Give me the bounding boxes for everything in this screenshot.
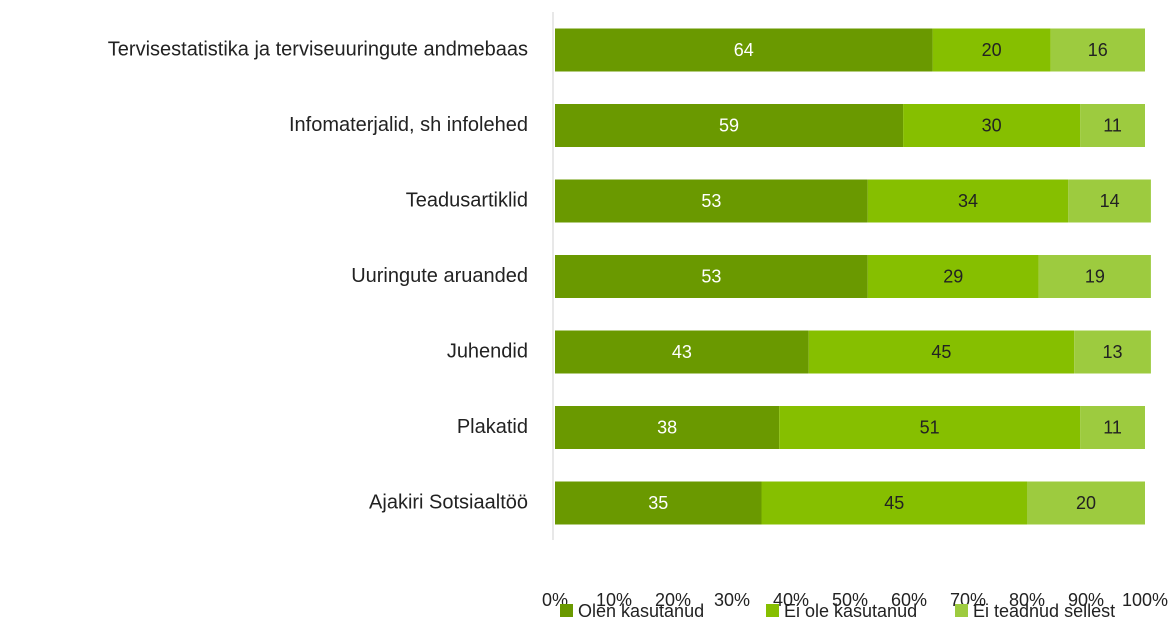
data-label: 20 — [1076, 493, 1096, 513]
legend-label: Ei ole kasutanud — [784, 601, 917, 621]
data-label: 43 — [672, 342, 692, 362]
data-label: 51 — [920, 417, 940, 437]
x-tick-label: 40% — [773, 590, 809, 610]
bar-segment — [867, 255, 1039, 298]
x-tick-label: 50% — [832, 590, 868, 610]
bar-segment — [555, 330, 809, 374]
y-tick-label: Teadusartiklid — [406, 189, 528, 211]
data-label: 20 — [982, 40, 1002, 60]
bar-segment — [1074, 330, 1151, 374]
data-label: 59 — [719, 115, 739, 135]
y-tick-label: Infomaterjalid, sh infolehed — [289, 114, 528, 136]
legend-swatch — [955, 604, 968, 617]
bar-segment — [555, 406, 780, 449]
data-label: 45 — [931, 342, 951, 362]
bar-segment — [932, 28, 1051, 72]
y-tick-label: Ajakiri Sotsiaaltöö — [369, 491, 528, 513]
bar-segment — [779, 406, 1081, 449]
data-label: 19 — [1085, 266, 1105, 286]
bar-segment — [1080, 406, 1145, 449]
data-label: 16 — [1088, 40, 1108, 60]
bar-segment — [761, 481, 1027, 525]
legend-label: Ei teadnud sellest — [973, 601, 1115, 621]
x-tick-label: 100% — [1122, 590, 1168, 610]
legend-label: Olen kasutanud — [578, 601, 704, 621]
bar-segment — [808, 330, 1075, 374]
legend-swatch — [560, 604, 573, 617]
x-tick-label: 60% — [891, 590, 927, 610]
bar-segment — [1038, 255, 1151, 298]
data-label: 14 — [1100, 191, 1120, 211]
bar-segment — [1050, 28, 1145, 72]
data-label: 45 — [884, 493, 904, 513]
data-label: 38 — [657, 417, 677, 437]
bar-segment — [555, 481, 762, 525]
bar-segment — [555, 104, 904, 147]
bar-segment — [903, 104, 1081, 147]
legend-swatch — [766, 604, 779, 617]
x-tick-label: 80% — [1009, 590, 1045, 610]
y-tick-label: Uuringute aruanded — [351, 265, 528, 287]
data-label: 11 — [1103, 417, 1122, 437]
data-label: 53 — [701, 266, 721, 286]
bar-segment — [867, 179, 1069, 223]
data-label: 53 — [701, 191, 721, 211]
x-tick-label: 90% — [1068, 590, 1104, 610]
y-tick-label: Tervisestatistika ja terviseuuringute an… — [108, 38, 528, 60]
x-tick-label: 20% — [655, 590, 691, 610]
bar-segment — [555, 28, 933, 72]
bar-segment — [1080, 104, 1145, 147]
x-tick-label: 10% — [596, 590, 632, 610]
bar-segment — [555, 179, 868, 223]
x-tick-label: 30% — [714, 590, 750, 610]
bar-segment — [1068, 179, 1151, 223]
bar-segment — [555, 255, 868, 298]
y-tick-label: Plakatid — [457, 416, 528, 438]
data-label: 11 — [1103, 115, 1122, 135]
data-label: 29 — [943, 266, 963, 286]
data-label: 13 — [1103, 342, 1123, 362]
data-label: 30 — [982, 115, 1002, 135]
data-label: 64 — [734, 40, 754, 60]
data-label: 34 — [958, 191, 978, 211]
bar-segment — [1027, 481, 1145, 525]
data-label: 35 — [648, 493, 668, 513]
y-tick-label: Juhendid — [447, 340, 528, 362]
